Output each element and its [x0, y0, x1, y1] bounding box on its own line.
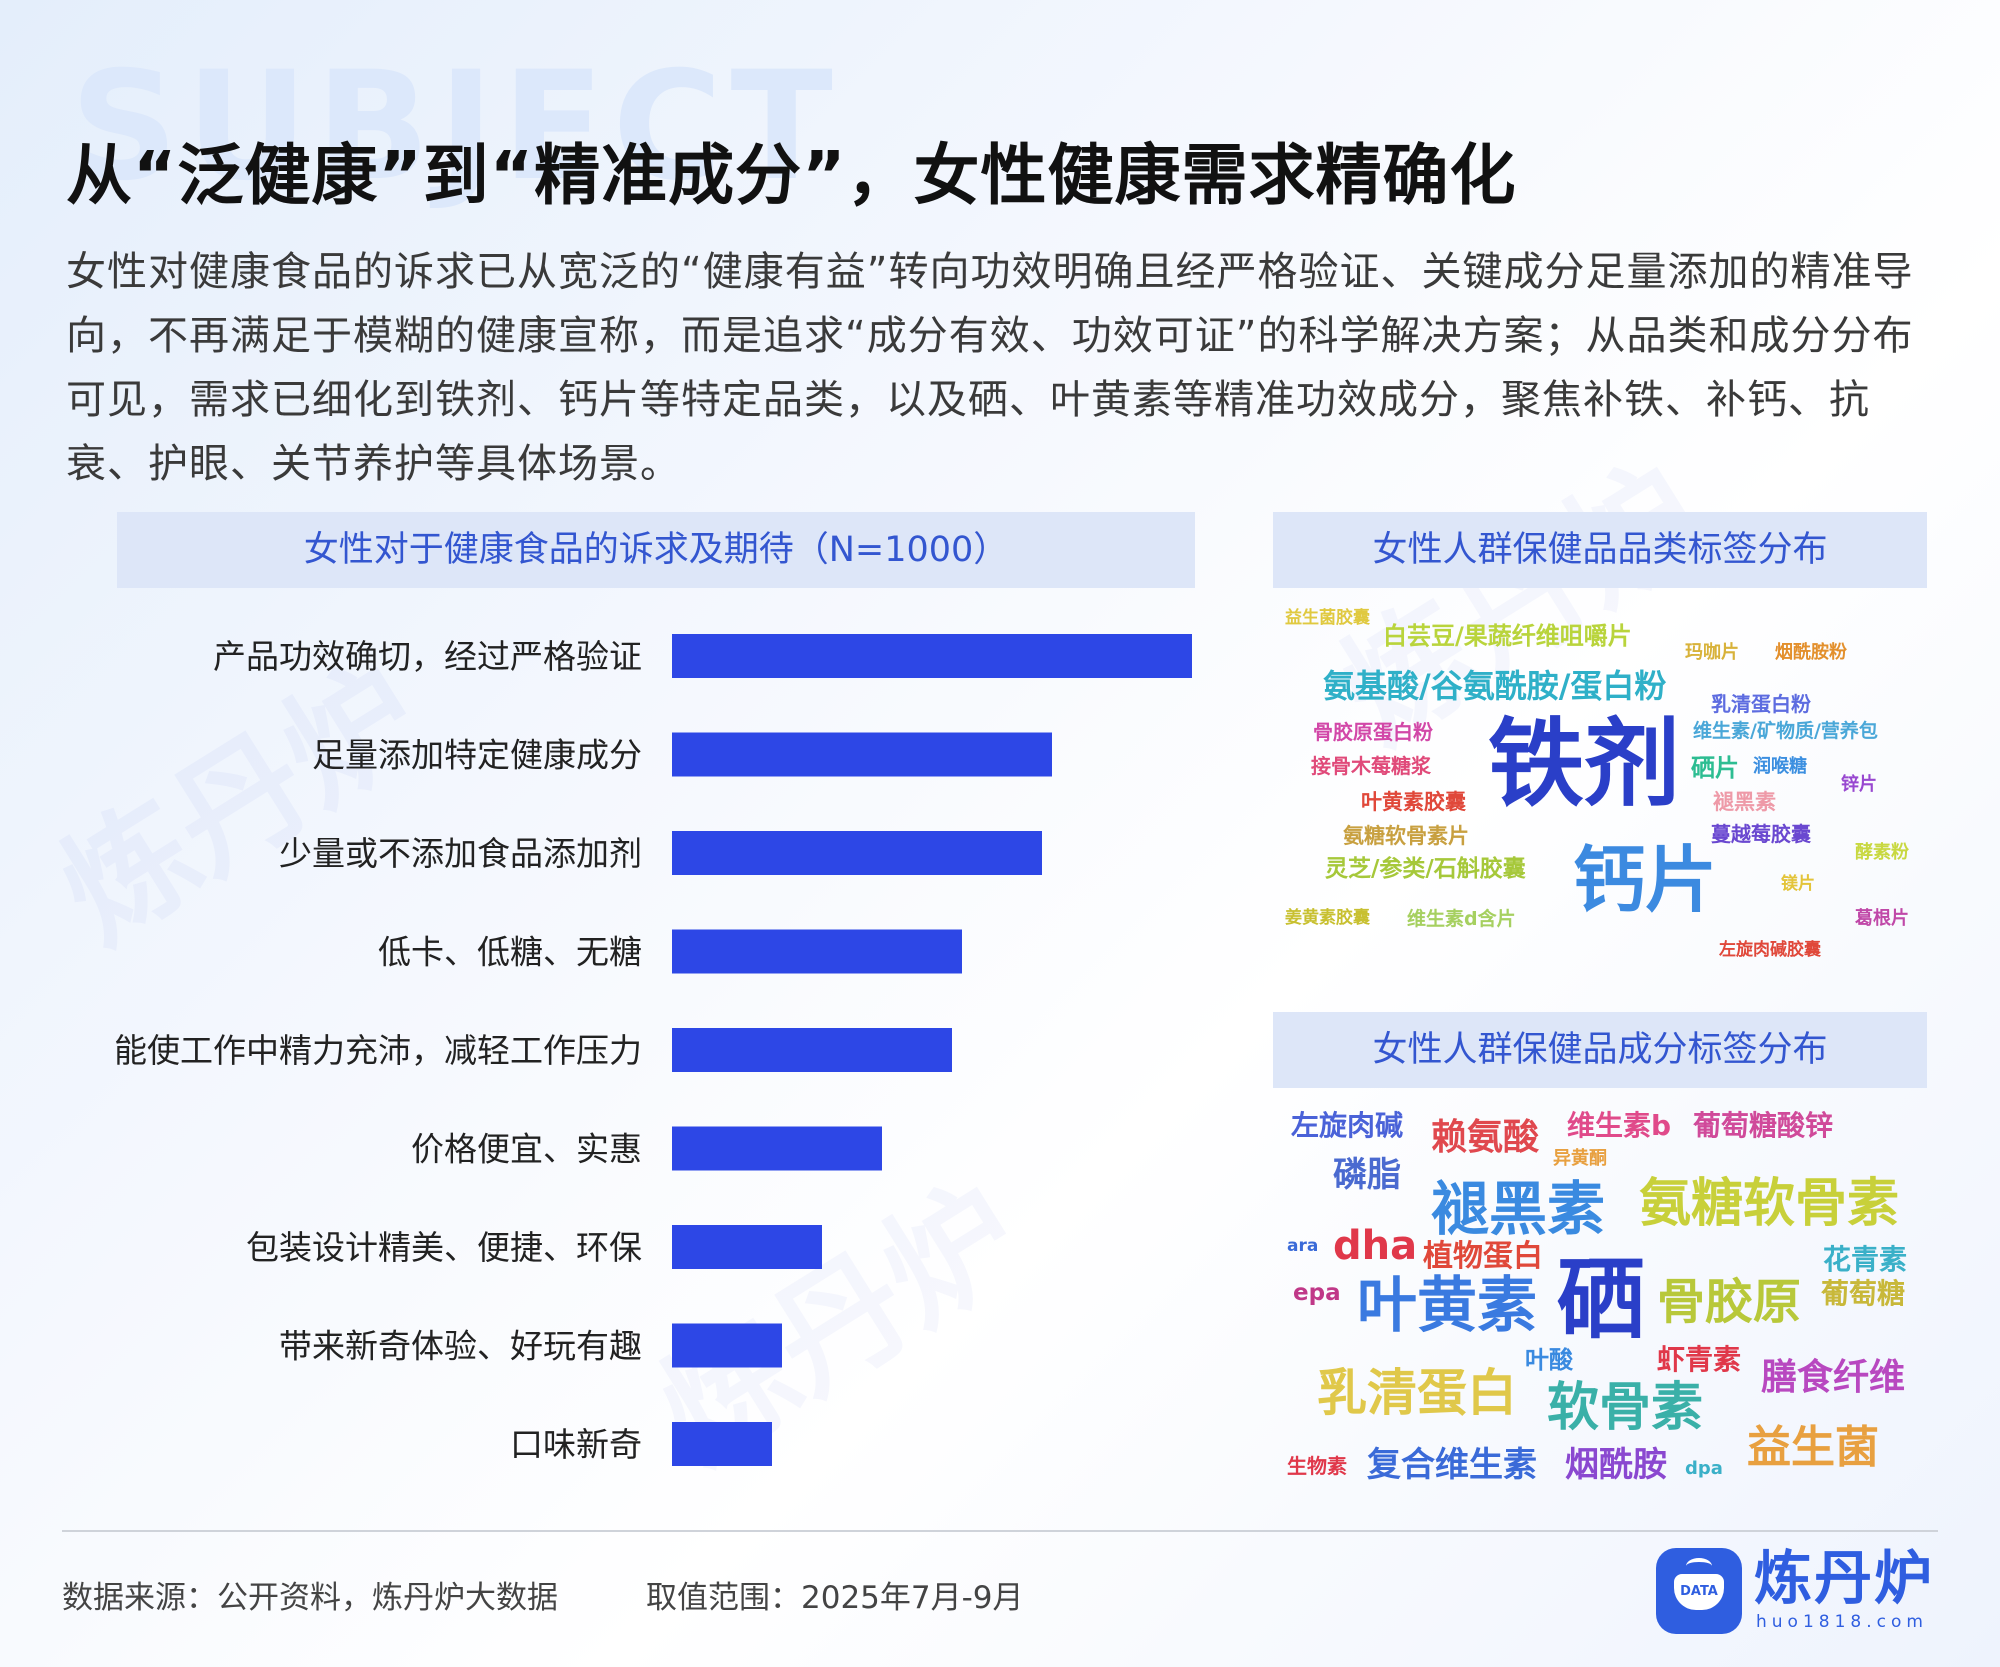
word-cloud-tag: 复合维生素: [1367, 1445, 1537, 1485]
category-cloud-title: 女性人群保健品品类标签分布: [1273, 512, 1927, 588]
word-cloud-tag: 润喉糖: [1753, 756, 1807, 777]
word-cloud-tag: 虾青素: [1657, 1343, 1742, 1376]
word-cloud-tag: 乳清蛋白: [1317, 1364, 1517, 1422]
word-cloud-tag: 玛咖片: [1685, 642, 1739, 663]
bar: [672, 1225, 822, 1269]
page-title: 从“泛健康”到“精准成分”，女性健康需求精确化: [66, 137, 1517, 214]
word-cloud-tag: 灵芝/参类/石斛胶囊: [1325, 856, 1526, 882]
word-cloud-tag: 生物素: [1287, 1454, 1347, 1478]
bar-category-label: 价格便宜、实惠: [411, 1130, 642, 1169]
intro-paragraph: 女性对健康食品的诉求已从宽泛的“健康有益”转向功效明确且经严格验证、关键成分足量…: [66, 249, 1914, 487]
bar: [672, 1422, 772, 1466]
word-cloud-tag: 白芸豆/果蔬纤维咀嚼片: [1383, 622, 1632, 650]
word-cloud-tag: 硒: [1557, 1248, 1646, 1351]
word-cloud-tag: 磷脂: [1333, 1155, 1401, 1195]
bar-chart: 产品功效确切，经过严格验证足量添加特定健康成分少量或不添加食品添加剂低卡、低糖、…: [114, 634, 1192, 1466]
word-cloud-tag: 褪黑素: [1713, 790, 1776, 814]
word-cloud-tag: 骨胶原: [1657, 1274, 1802, 1330]
word-cloud-tag: 维生素b: [1567, 1109, 1672, 1142]
footer-divider: [62, 1530, 1938, 1532]
word-cloud-tag: 烟酰胺粉: [1775, 642, 1847, 663]
word-cloud-tag: 氨基酸/谷氨酰胺/蛋白粉: [1323, 667, 1667, 705]
bar-category-label: 足量添加特定健康成分: [312, 736, 642, 775]
word-cloud-tag: 维生素d含片: [1407, 908, 1516, 930]
word-cloud-tag: 氨糖软骨素: [1639, 1174, 1900, 1234]
word-cloud-tag: 左旋肉碱: [1291, 1109, 1404, 1142]
word-cloud-tag: 褪黑素: [1431, 1175, 1606, 1243]
word-cloud-tag: 叶酸: [1525, 1346, 1573, 1374]
word-cloud-tag: 葛根片: [1855, 908, 1909, 929]
bar-category-label: 包装设计精美、便捷、环保: [246, 1228, 642, 1267]
word-cloud-tag: 锌片: [1841, 774, 1877, 795]
bar-category-label: 少量或不添加食品添加剂: [279, 834, 642, 873]
word-cloud-tag: 钙片: [1573, 838, 1718, 922]
word-cloud-tag: 异黄酮: [1553, 1148, 1607, 1169]
bar-category-label: 口味新奇: [510, 1425, 642, 1464]
word-cloud-tag: 赖氨酸: [1431, 1117, 1540, 1158]
word-cloud-tag: 葡萄糖酸锌: [1693, 1109, 1834, 1142]
word-cloud-tag: 软骨素: [1547, 1378, 1704, 1438]
word-cloud-tag: 膳食纤维: [1761, 1357, 1906, 1398]
word-cloud-tag: 益生菌: [1747, 1422, 1879, 1473]
word-cloud-tag: 花青素: [1823, 1243, 1908, 1276]
bar: [672, 1323, 782, 1368]
logo-badge-icon: DATA: [1656, 1548, 1742, 1634]
word-cloud-tag: 蔓越莓胶囊: [1711, 822, 1811, 846]
data-range: 取值范围：2025年7月-9月: [646, 1580, 1024, 1616]
bar: [672, 634, 1192, 678]
word-cloud-tag: 左旋肉碱胶囊: [1719, 940, 1821, 960]
background-subject-text: SUBJECT: [70, 40, 841, 214]
logo-badge-text: DATA: [1674, 1574, 1724, 1610]
word-cloud-tag: 铁剂: [1488, 708, 1680, 820]
word-cloud-tag: 镁片: [1781, 874, 1815, 894]
bar-category-label: 产品功效确切，经过严格验证: [213, 637, 642, 676]
word-cloud-tag: 姜黄素胶囊: [1285, 908, 1370, 928]
word-cloud-tag: 葡萄糖: [1821, 1277, 1906, 1310]
word-cloud-tag: 乳清蛋白粉: [1711, 692, 1811, 716]
brand-logo: DATA 炼丹炉 huo1818.com: [1656, 1546, 1940, 1638]
word-cloud-tag: 益生菌胶囊: [1285, 608, 1370, 628]
bar: [672, 1126, 882, 1171]
word-cloud-tag: 烟酰胺: [1565, 1445, 1667, 1485]
word-cloud-tag: dha: [1333, 1223, 1418, 1269]
word-cloud-tag: 硒片: [1691, 754, 1739, 782]
word-cloud-tag: epa: [1293, 1280, 1341, 1306]
word-cloud-tag: 接骨木莓糖浆: [1311, 754, 1431, 778]
word-cloud-tag: 氨糖软骨素片: [1343, 824, 1469, 848]
bar-category-label: 能使工作中精力充沛，减轻工作压力: [114, 1031, 642, 1070]
word-cloud-tag: ara: [1287, 1236, 1319, 1256]
word-cloud-tag: 维生素/矿物质/营养包: [1693, 720, 1878, 742]
word-cloud-tag: 植物蛋白: [1423, 1239, 1543, 1274]
data-source: 数据来源：公开资料，炼丹炉大数据: [62, 1580, 558, 1616]
word-cloud-tag: dpa: [1685, 1458, 1723, 1479]
ingredient-cloud-title: 女性人群保健品成分标签分布: [1273, 1012, 1927, 1088]
ingredient-word-cloud: 左旋肉碱 赖氨酸 维生素b 葡萄糖酸锌异黄酮 磷脂 褪黑素 氨糖软骨素 ara dha 植物蛋白 花…: [1273, 1098, 1927, 1518]
logo-name: 炼丹炉: [1754, 1544, 1935, 1612]
bar: [672, 831, 1042, 875]
bar: [672, 929, 962, 974]
logo-url: huo1818.com: [1756, 1612, 1928, 1632]
bar: [672, 732, 1052, 777]
bar: [672, 1028, 952, 1072]
bar-category-label: 低卡、低糖、无糖: [378, 933, 642, 972]
word-cloud-tag: 骨胶原蛋白粉: [1313, 720, 1433, 744]
word-cloud-tag: 酵素粉: [1855, 842, 1909, 863]
bar-chart-title: 女性对于健康食品的诉求及期待（N=1000）: [117, 512, 1195, 588]
word-cloud-tag: 叶黄素胶囊: [1361, 790, 1466, 814]
category-word-cloud: 益生菌胶囊 白芸豆/果蔬纤维咀嚼片玛咖片 烟酰胺粉氨基酸/谷氨酰胺/蛋白粉乳清蛋白粉…: [1273, 598, 1927, 978]
word-cloud-tag: 叶黄素: [1357, 1271, 1537, 1341]
bar-category-label: 带来新奇体验、好玩有趣: [279, 1327, 642, 1366]
